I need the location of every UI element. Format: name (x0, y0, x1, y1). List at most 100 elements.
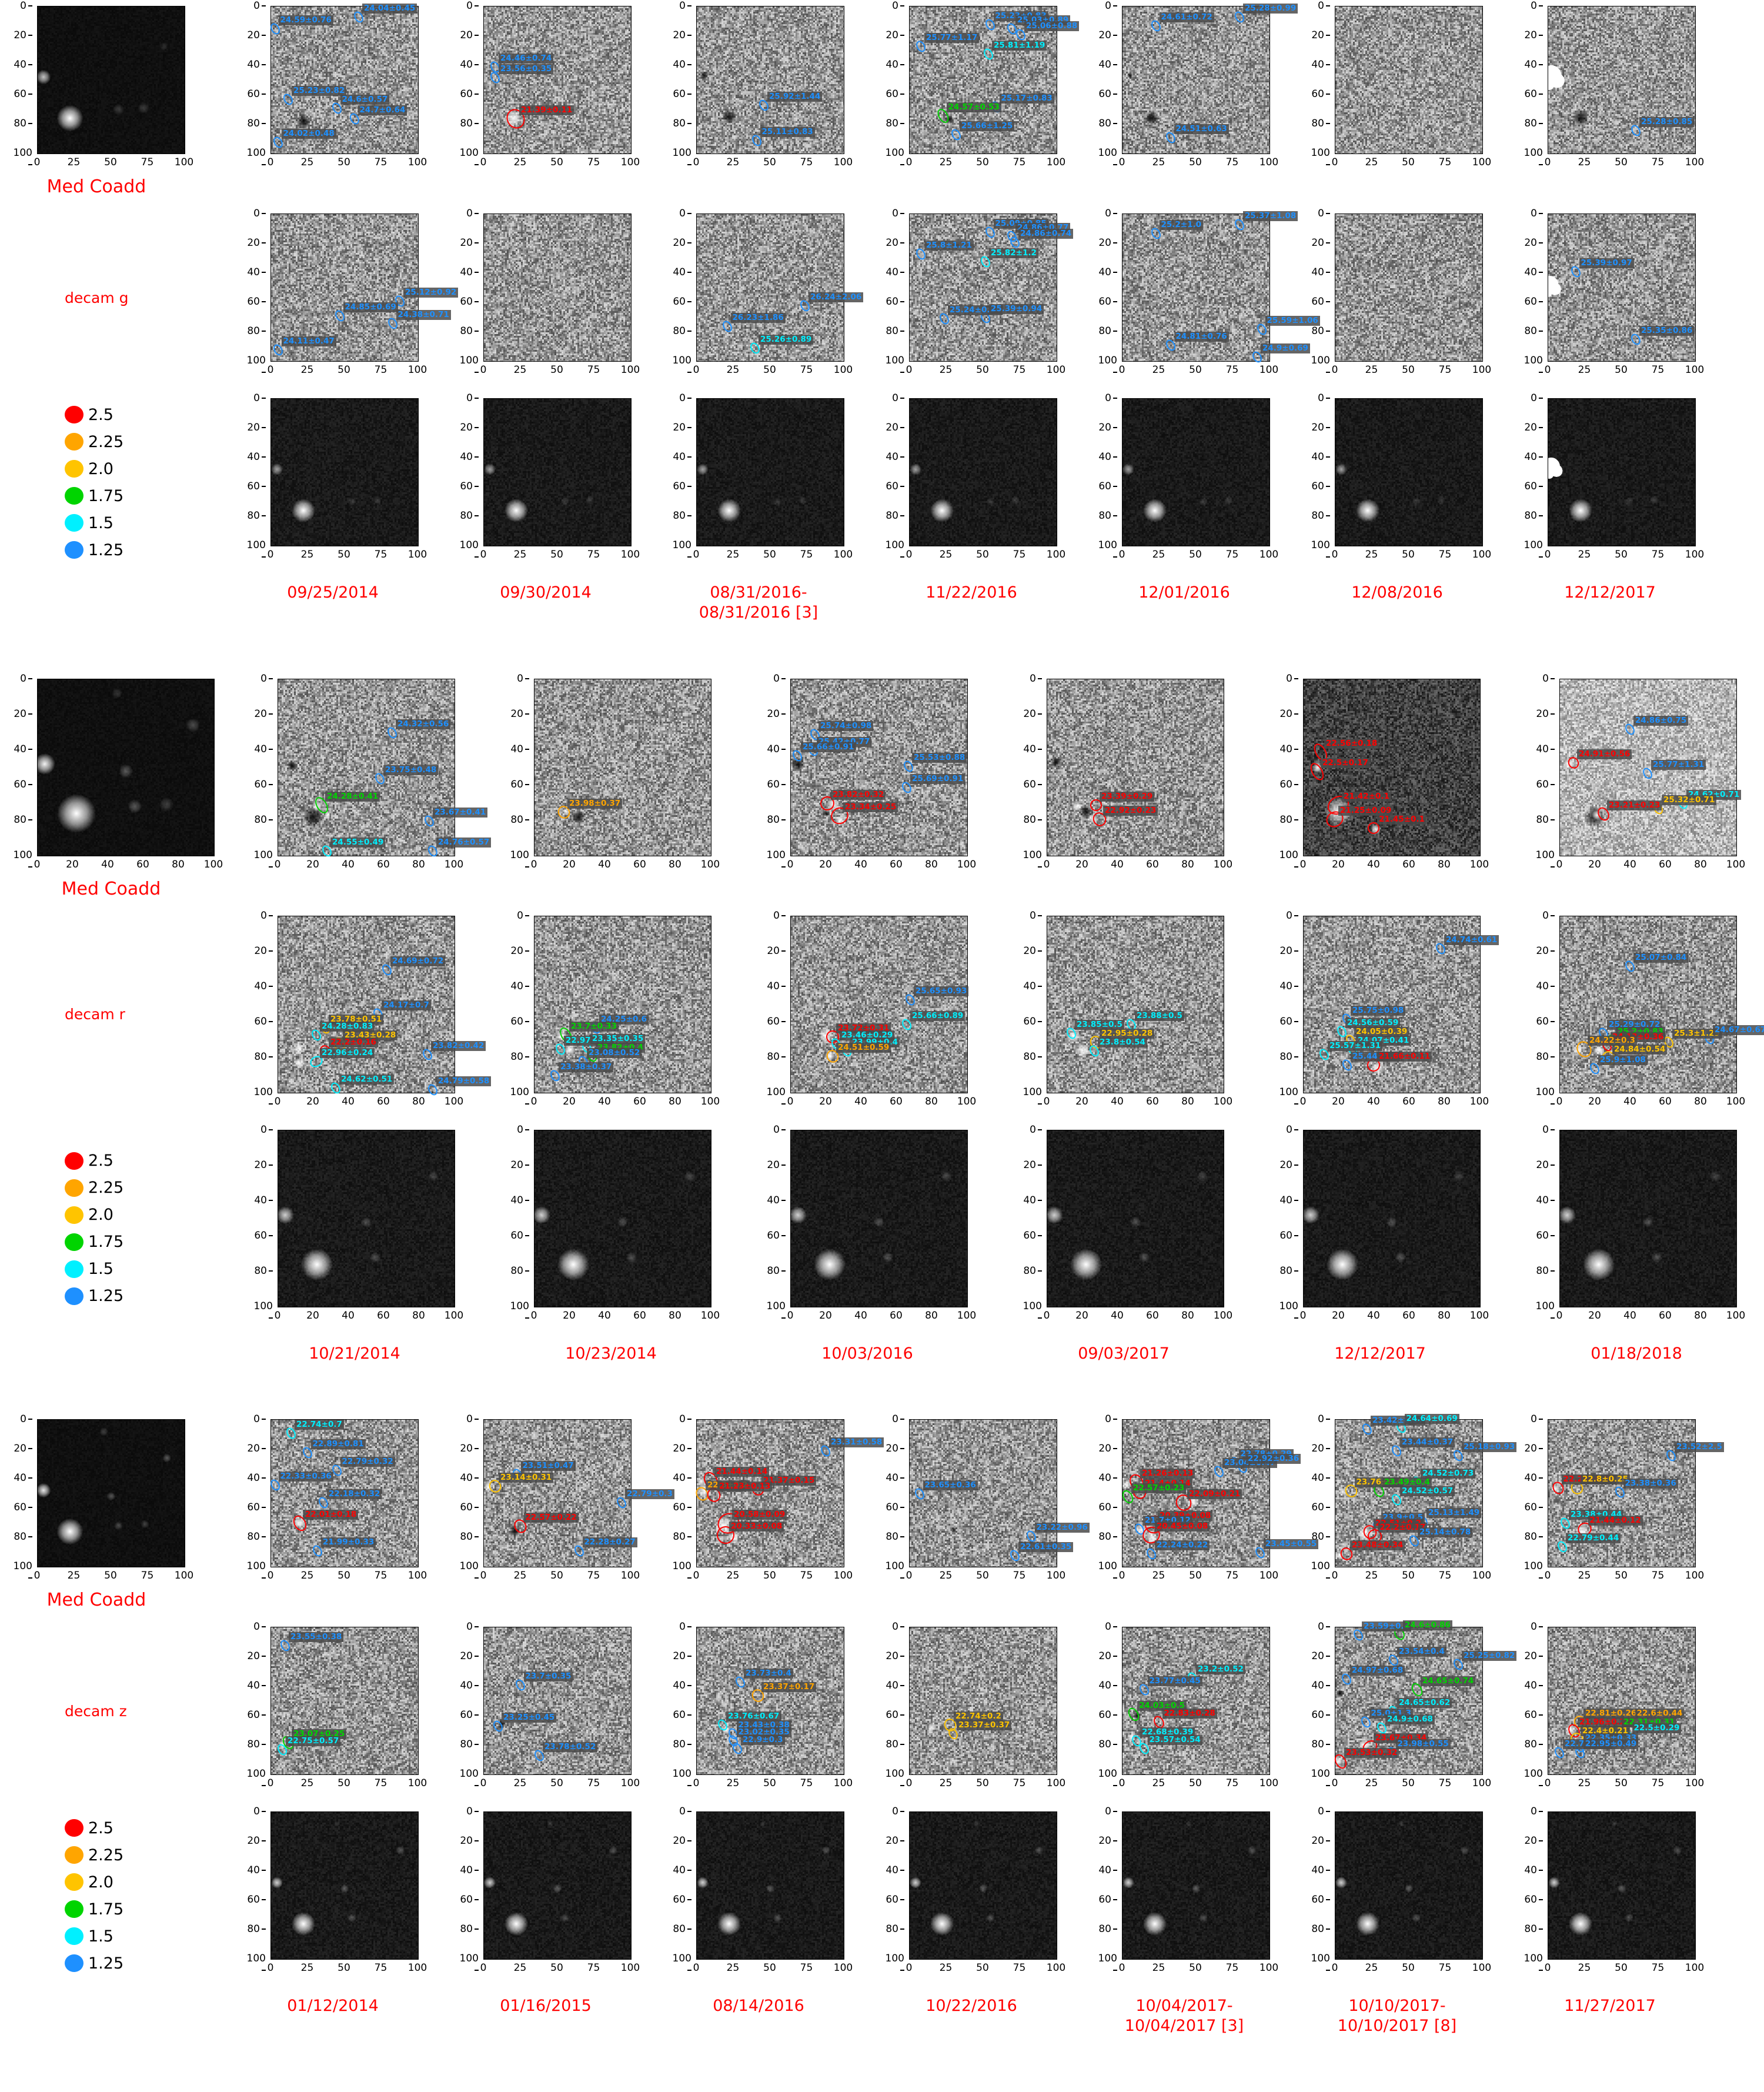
panel-cell: 0 20 40 60 80 100 23.73±0.4 23.37±0.17 23.76±0.6… (652, 1621, 865, 1795)
dark-image (910, 399, 1057, 546)
image-panel (1047, 1129, 1224, 1307)
y-tick-label: 100 (1307, 1953, 1330, 1976)
y-tick-label: 20 (506, 708, 529, 720)
y-tick-label: 20 (1307, 422, 1330, 433)
y-tick-label: 80 (1094, 325, 1117, 337)
panel-cell: 0 20 40 60 80 100 25.28±0.99 24.61±0.72 24.51±0.… (1078, 0, 1298, 174)
measurement-label: 21.44±0.14 (714, 1467, 770, 1477)
y-tick-label: 40 (506, 980, 529, 992)
y-tick-label: 0 (881, 1413, 904, 1425)
y-tick-label: 100 (881, 147, 904, 171)
panel-cell: 0 20 40 60 80 100 0 25 50 75 100 (439, 208, 652, 382)
image-panel (790, 1129, 968, 1307)
y-tick-label: 0 (249, 910, 273, 922)
legend-color-dot (65, 1819, 83, 1837)
x-tick-label: 40 (342, 858, 355, 870)
legend-item: 1.5 (65, 514, 226, 532)
panel-cell: 0 20 40 60 80 100 24.32±0.56 23.75±0.48 24.28±0.… (226, 673, 492, 876)
measurement-label: 25.66±0.91 (801, 742, 856, 752)
panel-cell: 0 20 40 60 80 100 0 25 50 75 100 (1291, 208, 1504, 382)
measurement-label: 24.55±0.49 (330, 837, 386, 848)
y-tick-label: 80 (1519, 510, 1543, 522)
diff-panel: 0 20 40 60 80 100 25.07±0.84 25.29±0.72 25.2±0.8… (1531, 910, 1764, 1113)
measurement-label: 22.79±0.32 (340, 1456, 395, 1467)
sidebar-cell: decam z (9, 1627, 226, 1795)
measurement-label: 22.33±0.36 (278, 1471, 333, 1482)
x-tick-label: 75 (1225, 1570, 1239, 1582)
y-tick-label: 60 (455, 296, 479, 308)
measurement-label: 23.54±0.4 (1397, 1646, 1446, 1657)
date-cell: 12/08/2016 (1291, 583, 1504, 603)
legend-item: 1.75 (65, 1900, 226, 1918)
image-panel (1335, 213, 1483, 362)
x-tick-label: 0 (1331, 1570, 1338, 1582)
y-tick-label: 20 (1094, 237, 1117, 249)
x-tick-label: 100 (620, 364, 640, 376)
y-tick-label: 40 (1094, 59, 1117, 71)
y-tick-label: 20 (668, 1443, 691, 1454)
measurement-label: 23.7±0.35 (523, 1671, 573, 1682)
y-tick-label: 0 (1275, 673, 1298, 685)
section-decam-r: 0 20 40 60 80 100 0 20 40 60 80 100 Med Coadd 0 20 40 60… (9, 673, 1764, 1364)
y-tick-label: 40 (1094, 1680, 1117, 1691)
y-tick-label: 60 (668, 1894, 691, 1906)
coadd-image (38, 679, 214, 856)
y-tick-label: 60 (881, 481, 904, 492)
x-tick-label: 40 (598, 858, 611, 870)
y-tick-label: 40 (1519, 451, 1543, 463)
diff-panel: 0 20 40 60 80 100 0 25 50 75 100 (1307, 208, 1492, 382)
dark-image (1548, 1812, 1695, 1960)
y-tick-label: 100 (455, 1560, 479, 1584)
y-tick-label: 0 (242, 208, 266, 219)
x-tick-label: 100 (1685, 364, 1705, 376)
dark-panel: 0 20 40 60 80 100 0 20 40 60 80 100 (506, 1124, 720, 1327)
diff-image (697, 1420, 844, 1567)
measurement-label: 25.2±1.0 (1159, 220, 1204, 230)
y-tick-label: 20 (881, 1650, 904, 1662)
y-tick-label: 60 (1094, 1894, 1117, 1906)
y-tick-label: 40 (455, 266, 479, 278)
y-tick-label: 80 (1018, 814, 1042, 826)
y-tick-label: 0 (1519, 392, 1543, 404)
x-tick-label: 60 (1402, 1309, 1415, 1322)
legend-item: 1.75 (65, 1233, 226, 1251)
legend-value: 2.5 (88, 405, 113, 424)
x-tick-label: 25 (1365, 364, 1378, 376)
measurement-label: 23.67±0.41 (433, 807, 488, 818)
x-tick-label: 25 (726, 364, 740, 376)
panel-cell: 0 20 40 60 80 100 23.65±0.36 23.22±0.96 22.61±0.… (865, 1413, 1090, 1587)
y-tick-label: 0 (668, 392, 691, 404)
y-tick-label: 80 (881, 1923, 904, 1935)
x-tick-label: 25 (300, 549, 314, 560)
y-tick-label: 80 (506, 814, 529, 826)
x-tick-label: 50 (1615, 364, 1628, 376)
diff-image (1047, 916, 1224, 1093)
y-tick-label: 0 (1531, 1124, 1555, 1136)
x-tick-label: 50 (338, 364, 350, 376)
x-tick-label: 80 (412, 858, 425, 870)
y-tick-label: 20 (1519, 1835, 1543, 1847)
x-tick-label: 75 (1438, 549, 1452, 560)
measurement-label: 23.56±0.35 (499, 64, 554, 74)
x-tick-label: 25 (1152, 364, 1165, 376)
measurement-label: 23.22±0.96 (1034, 1523, 1090, 1533)
measurement-label: 25.77±1.31 (1651, 759, 1706, 770)
y-tick-label: 20 (9, 29, 32, 41)
diff-panel: 0 20 40 60 80 100 25.74±0.98 25.42±0.77 25.66±0.… (762, 673, 977, 876)
y-tick-label: 100 (9, 849, 32, 873)
y-tick-label: 20 (9, 708, 32, 720)
y-tick-label: 20 (242, 29, 266, 41)
measurement-label: 24.91±0.56 (1577, 749, 1632, 759)
measurement-label: 25.28±0.99 (1243, 4, 1298, 14)
x-tick-label: 100 (444, 1309, 464, 1322)
measurement-label: 25.12±0.92 (403, 288, 459, 298)
y-tick-label: 20 (668, 422, 691, 433)
date-cell: 01/12/2014 (226, 1996, 439, 2016)
panel-cell: 02040608010023.52±2.522.28±0.2222.8±0.25… (1504, 1413, 1724, 1587)
measurement-label: 23.98±0.37 (567, 798, 623, 809)
x-tick-label: 80 (1181, 1095, 1194, 1107)
x-tick-label: 75 (1438, 1962, 1452, 1974)
x-tick-label: 50 (550, 1962, 563, 1974)
y-tick-label: 0 (668, 208, 691, 219)
measurement-label: 24.7±0.64 (358, 105, 407, 115)
